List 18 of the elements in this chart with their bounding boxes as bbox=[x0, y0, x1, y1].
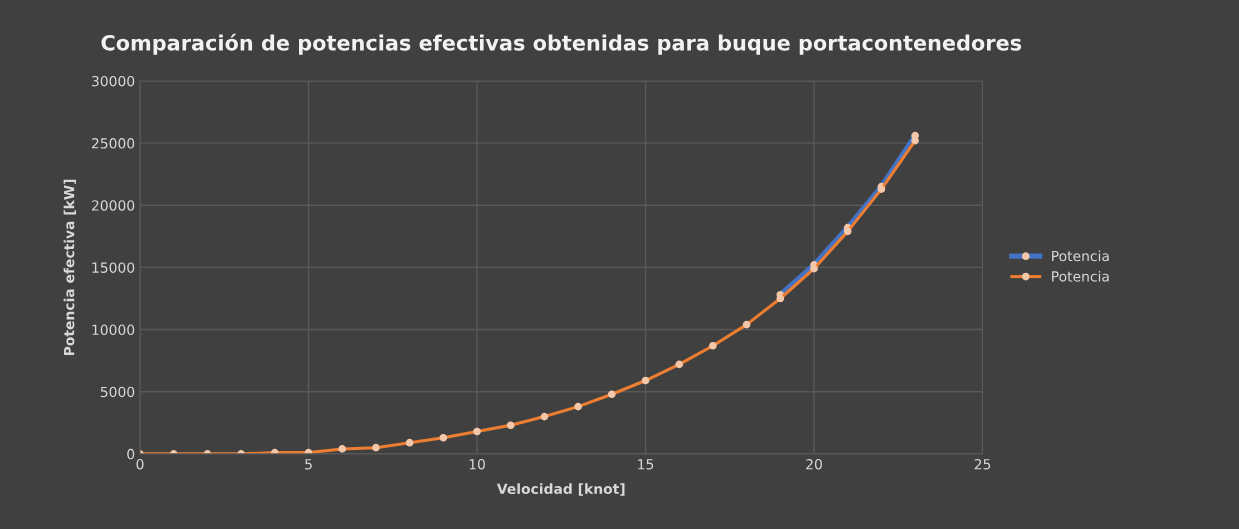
x-tick-label: 0 bbox=[136, 458, 144, 470]
legend-label: Potencia bbox=[1052, 250, 1109, 262]
x-tick-label: 25 bbox=[974, 458, 991, 470]
x-tick-label: 20 bbox=[806, 458, 822, 470]
chart-title: Comparación de potencias efectivas obtenidas para buque portacontenedores bbox=[101, 33, 1022, 55]
y-tick-label: 10000 bbox=[92, 324, 135, 336]
y-axis-title: Potencia efectiva [kW] bbox=[63, 179, 77, 356]
x-tick-label: 5 bbox=[305, 459, 312, 470]
x-tick-label: 10 bbox=[469, 458, 485, 470]
y-tick-label: 20000 bbox=[91, 200, 135, 211]
y-tick-label: 0 bbox=[127, 448, 135, 460]
y-tick-label: 25000 bbox=[91, 138, 135, 149]
legend-label: Potencia bbox=[1052, 270, 1109, 282]
y-tick-label: 5000 bbox=[100, 386, 135, 398]
x-axis-title: Velocidad [knot] bbox=[496, 483, 625, 496]
y-tick-label: 30000 bbox=[92, 75, 135, 87]
x-tick-label: 15 bbox=[638, 459, 654, 470]
y-tick-label: 15000 bbox=[92, 262, 135, 273]
